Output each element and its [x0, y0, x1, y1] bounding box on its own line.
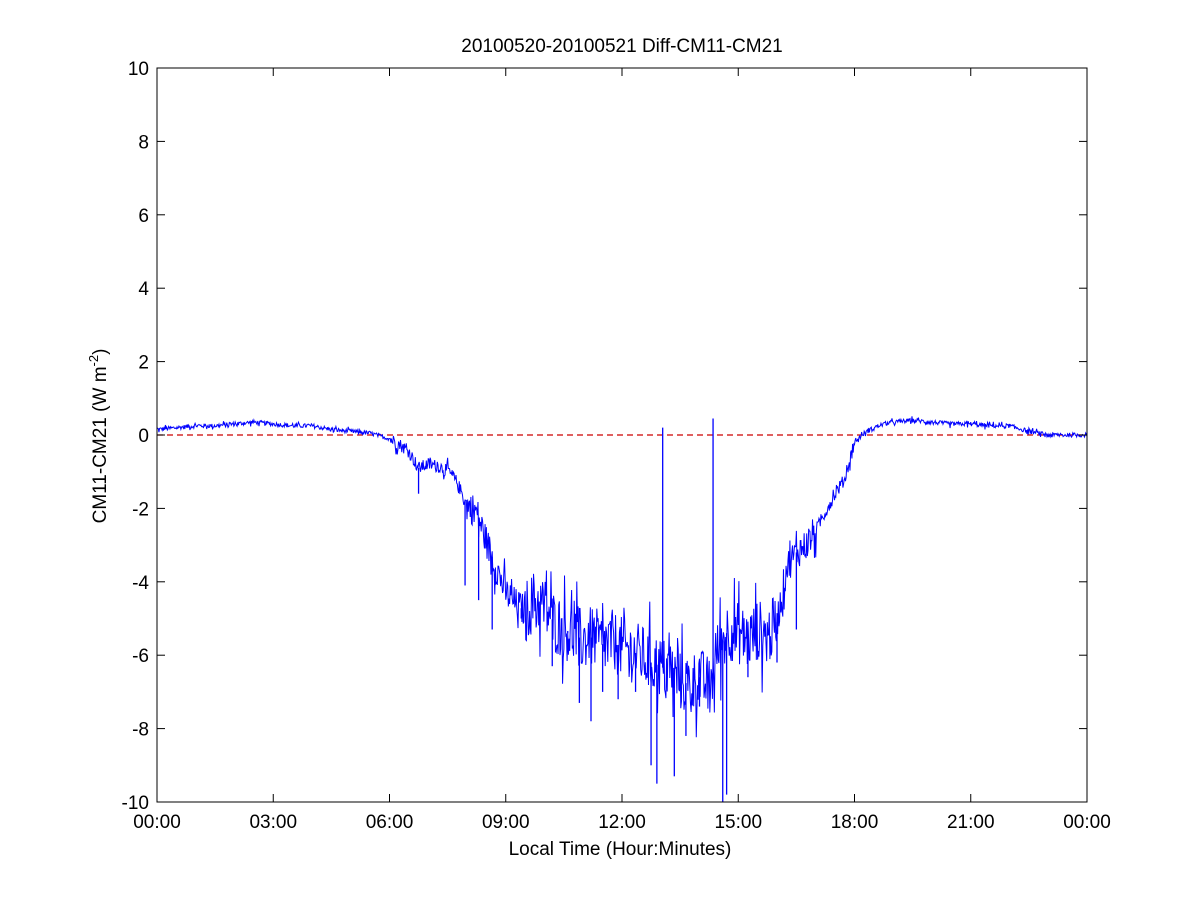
y-tick-label: 4	[138, 279, 149, 300]
y-tick-label: -8	[132, 720, 149, 741]
y-tick-label: 10	[128, 59, 149, 80]
x-tick-label: 00:00	[1063, 812, 1111, 833]
y-tick-label: -10	[122, 793, 149, 814]
y-tick-label: -6	[132, 646, 149, 667]
x-tick-label: 00:00	[133, 812, 181, 833]
y-axis-label-main: CM11-CM21 (W m	[90, 366, 111, 523]
y-axis-label-close: )	[90, 349, 111, 355]
y-tick-label: 8	[138, 132, 149, 153]
chart-marks	[156, 416, 1088, 802]
axis-ticks: 00:00 03:00 06:00 09:00 12:00 15:00 18:00 21:00…	[122, 59, 1111, 833]
y-tick-label: -4	[132, 573, 149, 594]
series-line-0	[156, 416, 1088, 738]
y-tick-label: 0	[138, 426, 149, 447]
x-tick-label: 18:00	[831, 812, 879, 833]
x-axis-label: Local Time (Hour:Minutes)	[509, 839, 732, 860]
x-tick-label: 12:00	[598, 812, 646, 833]
x-tick-label: 15:00	[714, 812, 762, 833]
y-axis-label-superscript: -2	[86, 355, 101, 367]
y-tick-label: 6	[138, 206, 149, 227]
y-tick-label: 2	[138, 353, 149, 374]
x-tick-label: 21:00	[947, 812, 995, 833]
x-tick-label: 09:00	[482, 812, 530, 833]
chart-title: 20100520-20100521 Diff-CM11-CM21	[461, 36, 782, 57]
x-tick-label: 03:00	[249, 812, 297, 833]
y-axis-label: CM11-CM21 (W m-2)	[86, 349, 111, 524]
y-tick-label: -2	[132, 499, 149, 520]
x-tick-label: 06:00	[366, 812, 414, 833]
